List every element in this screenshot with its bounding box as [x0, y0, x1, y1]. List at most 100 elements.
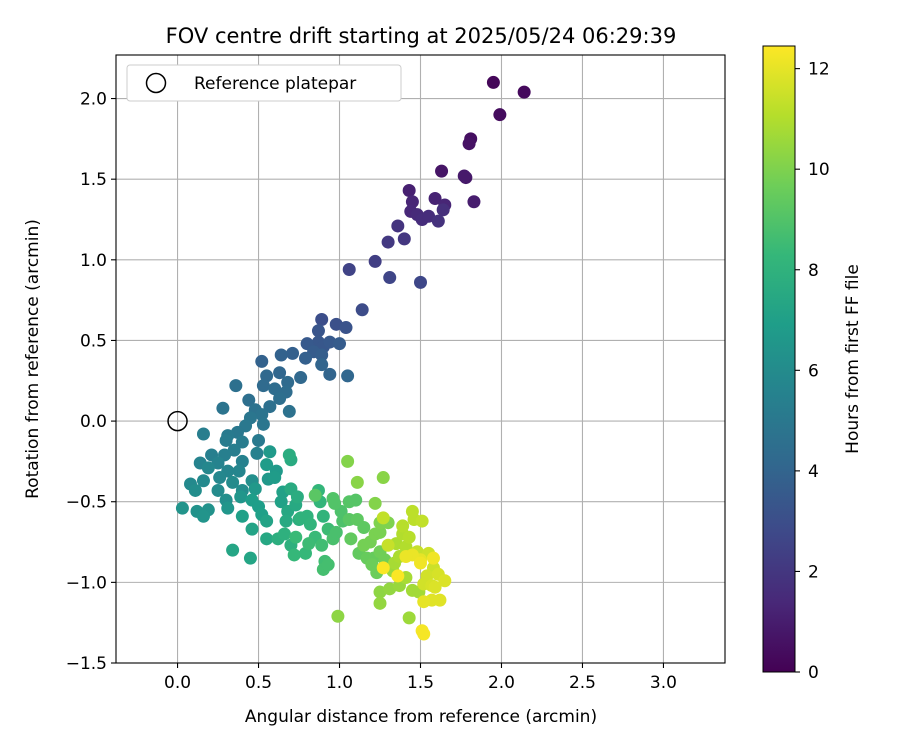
- data-point: [308, 488, 322, 502]
- data-point: [428, 580, 442, 594]
- y-tick-label: −1.0: [66, 573, 107, 593]
- data-point: [397, 232, 411, 246]
- data-point: [232, 464, 246, 478]
- data-point: [422, 209, 436, 223]
- colorbar-tick-label: 10: [808, 160, 830, 180]
- data-point: [245, 522, 259, 536]
- data-point: [368, 496, 382, 510]
- data-point: [391, 219, 405, 233]
- data-point: [302, 537, 316, 551]
- legend-marker-icon: [145, 72, 167, 94]
- data-point: [417, 595, 431, 609]
- data-point: [255, 408, 269, 422]
- data-point: [391, 569, 405, 583]
- data-point: [299, 351, 313, 365]
- data-point: [402, 530, 416, 544]
- data-point: [355, 303, 369, 317]
- data-point: [326, 492, 340, 506]
- data-point: [221, 501, 235, 515]
- legend: Reference platepar: [126, 64, 402, 102]
- data-point: [414, 556, 427, 570]
- data-point: [242, 393, 256, 407]
- data-point: [517, 85, 531, 99]
- data-point: [255, 354, 269, 368]
- chart-title: FOV centre drift starting at 2025/05/24 …: [166, 24, 677, 48]
- data-point: [282, 448, 296, 462]
- data-point: [234, 490, 248, 504]
- data-point: [248, 482, 262, 496]
- y-tick-label: 0.5: [80, 331, 107, 351]
- data-point: [373, 596, 387, 610]
- data-point: [216, 401, 230, 415]
- data-point: [196, 427, 210, 441]
- data-point: [260, 532, 274, 546]
- data-point: [277, 527, 291, 541]
- y-axis-label: Rotation from reference (arcmin): [23, 219, 43, 499]
- data-point: [235, 509, 249, 523]
- data-point: [243, 551, 257, 565]
- data-point: [315, 358, 329, 372]
- x-tick-label: 2.5: [569, 673, 596, 693]
- data-point: [405, 195, 419, 209]
- data-point: [315, 312, 329, 326]
- plot-area: [115, 54, 726, 664]
- data-point: [290, 490, 304, 504]
- y-tick-label: 1.0: [80, 251, 107, 271]
- y-tick-label: 1.5: [80, 170, 107, 190]
- data-point: [467, 195, 481, 209]
- reference-platepar-marker: [167, 410, 188, 432]
- data-point: [405, 504, 419, 518]
- data-point: [229, 379, 243, 393]
- data-point: [339, 321, 353, 335]
- data-point: [289, 530, 303, 544]
- data-point: [436, 203, 450, 217]
- colorbar-tick-label: 8: [808, 261, 819, 281]
- data-point: [486, 75, 500, 89]
- data-point: [428, 192, 442, 206]
- data-point: [329, 525, 343, 539]
- data-point: [294, 371, 308, 385]
- data-point: [263, 400, 277, 414]
- data-point: [287, 548, 301, 562]
- data-point: [211, 483, 225, 497]
- colorbar: 0 2 4 6 8 10 12 Hours from first FF file: [762, 45, 863, 683]
- data-point: [402, 611, 416, 625]
- data-point: [376, 511, 390, 525]
- colorbar-label: Hours from first FF file: [843, 264, 863, 454]
- data-point: [333, 337, 347, 351]
- data-point: [201, 461, 215, 475]
- data-point: [311, 324, 325, 338]
- data-point: [256, 417, 270, 431]
- data-point: [235, 435, 249, 449]
- data-point: [381, 538, 395, 552]
- x-axis-label: Angular distance from reference (arcmin): [245, 707, 597, 727]
- data-points: [175, 75, 531, 641]
- data-point: [274, 495, 288, 509]
- legend-label: Reference platepar: [194, 74, 356, 94]
- data-point: [263, 445, 277, 459]
- data-point: [396, 519, 410, 533]
- x-tick-label: 1.5: [407, 673, 434, 693]
- data-point: [493, 108, 507, 122]
- x-axis: 0.0 0.5 1.0 1.5 2.0 2.5 3.0: [164, 663, 677, 693]
- data-point: [402, 183, 416, 197]
- data-point: [219, 433, 233, 447]
- data-point: [268, 471, 282, 485]
- data-point: [227, 443, 241, 457]
- x-tick-label: 3.0: [650, 673, 677, 693]
- data-point: [316, 509, 330, 523]
- colorbar-tick-label: 2: [808, 562, 819, 582]
- data-point: [226, 475, 240, 489]
- data-point: [323, 367, 337, 381]
- data-point: [457, 169, 471, 183]
- data-point: [341, 369, 355, 383]
- data-point: [188, 483, 202, 497]
- data-point: [175, 501, 189, 515]
- data-point: [462, 137, 476, 151]
- data-point: [196, 474, 210, 488]
- data-point: [281, 375, 295, 389]
- data-point: [376, 471, 390, 485]
- data-point: [321, 558, 335, 572]
- data-point: [282, 404, 296, 418]
